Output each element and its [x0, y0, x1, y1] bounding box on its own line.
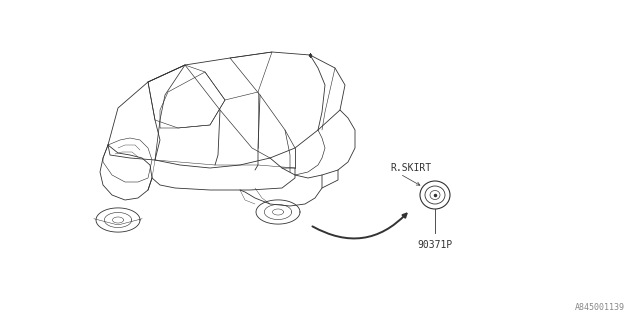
- Text: 90371P: 90371P: [417, 240, 452, 250]
- Text: R.SKIRT: R.SKIRT: [390, 163, 431, 173]
- FancyArrowPatch shape: [312, 213, 406, 238]
- Text: A845001139: A845001139: [575, 303, 625, 312]
